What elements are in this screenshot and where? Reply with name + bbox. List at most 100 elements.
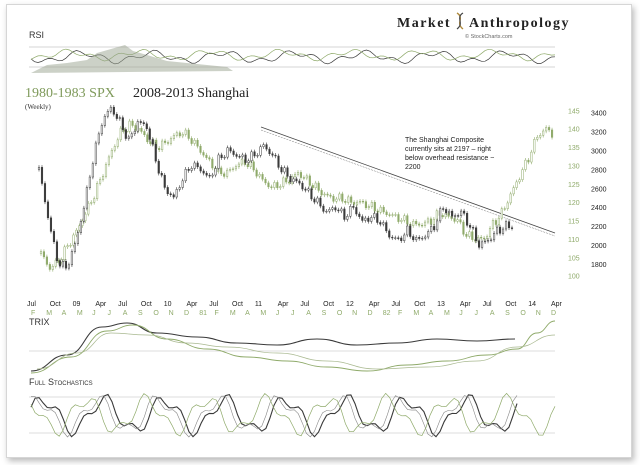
spx-candle: [107, 156, 110, 165]
helix-icon: [456, 12, 464, 30]
shanghai-candle: [37, 167, 41, 170]
spx-candle: [370, 202, 373, 207]
x-top-tick-label: Jul: [392, 301, 401, 308]
shanghai-candle: [307, 188, 310, 191]
spx-candle: [320, 190, 323, 196]
x-bottom-tick-label: A: [429, 310, 434, 317]
spx-candle: [48, 264, 51, 270]
x-bottom-tick-label: N: [352, 310, 357, 317]
shanghai-candle: [256, 155, 259, 157]
spx-candle: [344, 201, 347, 203]
shanghai-candle: [217, 154, 220, 169]
x-bottom-tick-label: 82: [383, 310, 391, 317]
spx-candle: [323, 193, 326, 196]
spx-candle: [311, 185, 314, 189]
shanghai-candle: [67, 264, 70, 269]
right-axis-tick-label: 2000: [591, 243, 607, 250]
spx-candle: [264, 178, 267, 184]
spx-candle: [536, 136, 539, 140]
shanghai-candle: [328, 209, 331, 212]
shanghai-candle: [304, 188, 307, 191]
left-axis-tick-label: 100: [568, 274, 580, 281]
rsi-fill-area: [31, 45, 233, 73]
spx-candle: [329, 194, 332, 197]
spx-candle: [486, 236, 489, 240]
shanghai-candle: [154, 143, 157, 162]
spx-candle: [279, 186, 282, 189]
spx-candle: [423, 221, 427, 226]
x-bottom-tick-label: O: [520, 310, 526, 317]
spx-candle: [166, 142, 170, 144]
left-axis-tick-label: 115: [568, 219, 579, 226]
spx-candle: [542, 130, 545, 136]
x-bottom-tick-label: N: [536, 310, 541, 317]
spx-candle: [308, 175, 311, 186]
x-bottom-tick-label: M: [230, 310, 236, 317]
shanghai-candle: [286, 167, 289, 177]
spx-candle: [208, 157, 211, 160]
shanghai-candle: [274, 154, 277, 157]
shanghai-candle: [466, 213, 469, 226]
shanghai-candle: [373, 213, 376, 218]
x-top-tick-label: Jul: [209, 301, 218, 308]
spx-candle: [293, 174, 297, 177]
shanghai-candle: [214, 168, 217, 176]
shanghai-candle: [130, 133, 133, 138]
spx-candle: [468, 231, 471, 237]
shanghai-candle: [382, 222, 385, 225]
trix-label: TRIX: [29, 317, 50, 327]
shanghai-candle: [268, 148, 271, 155]
shanghai-candle: [241, 154, 244, 157]
annotation-line-2: currently sits at 2197 – right: [405, 146, 491, 153]
spx-candle: [500, 208, 503, 219]
spx-candle: [211, 158, 214, 169]
shanghai-candle: [133, 130, 136, 135]
left-axis-tick-label: 145: [568, 108, 580, 115]
shanghai-candle: [97, 133, 100, 144]
shanghai-candle: [106, 111, 109, 117]
shanghai-candle: [208, 174, 211, 177]
shanghai-candle: [367, 217, 370, 222]
brand-name-part2: Anthropology: [469, 16, 570, 31]
shanghai-candle: [103, 115, 106, 126]
spx-candle: [199, 145, 202, 153]
shanghai-candle: [115, 114, 118, 119]
spx-candle: [456, 219, 459, 222]
x-bottom-tick-label: A: [62, 310, 67, 317]
spx-candle: [350, 196, 353, 203]
shanghai-candle: [226, 147, 229, 158]
spx-candle: [426, 218, 430, 223]
shanghai-candle: [112, 106, 115, 115]
shanghai-candle: [253, 151, 256, 157]
right-axis-tick-label: 3000: [591, 148, 607, 155]
shanghai-candle: [298, 180, 301, 184]
resistance-trendline: [260, 126, 556, 234]
spx-candle: [394, 214, 397, 216]
spx-candle: [184, 129, 187, 135]
spx-candle: [335, 198, 338, 202]
spx-candle: [317, 182, 320, 191]
spx-candle: [229, 169, 232, 171]
x-bottom-tick-label: S: [138, 310, 143, 317]
shanghai-candle: [46, 201, 50, 219]
spx-candle: [453, 218, 456, 222]
spx-candle: [273, 182, 276, 188]
spx-candle: [515, 181, 518, 188]
spx-candle: [181, 134, 184, 137]
shanghai-candle: [403, 234, 406, 241]
spx-candle: [388, 214, 391, 216]
shanghai-candle: [424, 236, 427, 239]
shanghai-candle: [85, 187, 88, 209]
spx-candle: [193, 139, 196, 144]
shanghai-candle: [223, 156, 226, 159]
trix-panel: TRIX: [29, 317, 555, 352]
spx-candle: [175, 132, 178, 136]
shanghai-candle: [481, 241, 484, 248]
annotation-line-1: The Shanghai Composite: [405, 137, 484, 144]
shanghai-candle: [91, 163, 94, 178]
shanghai-candle: [202, 170, 205, 174]
shanghai-candle: [247, 160, 250, 163]
shanghai-candle: [451, 210, 454, 217]
shanghai-candle: [316, 197, 319, 203]
spx-candle: [364, 201, 367, 209]
